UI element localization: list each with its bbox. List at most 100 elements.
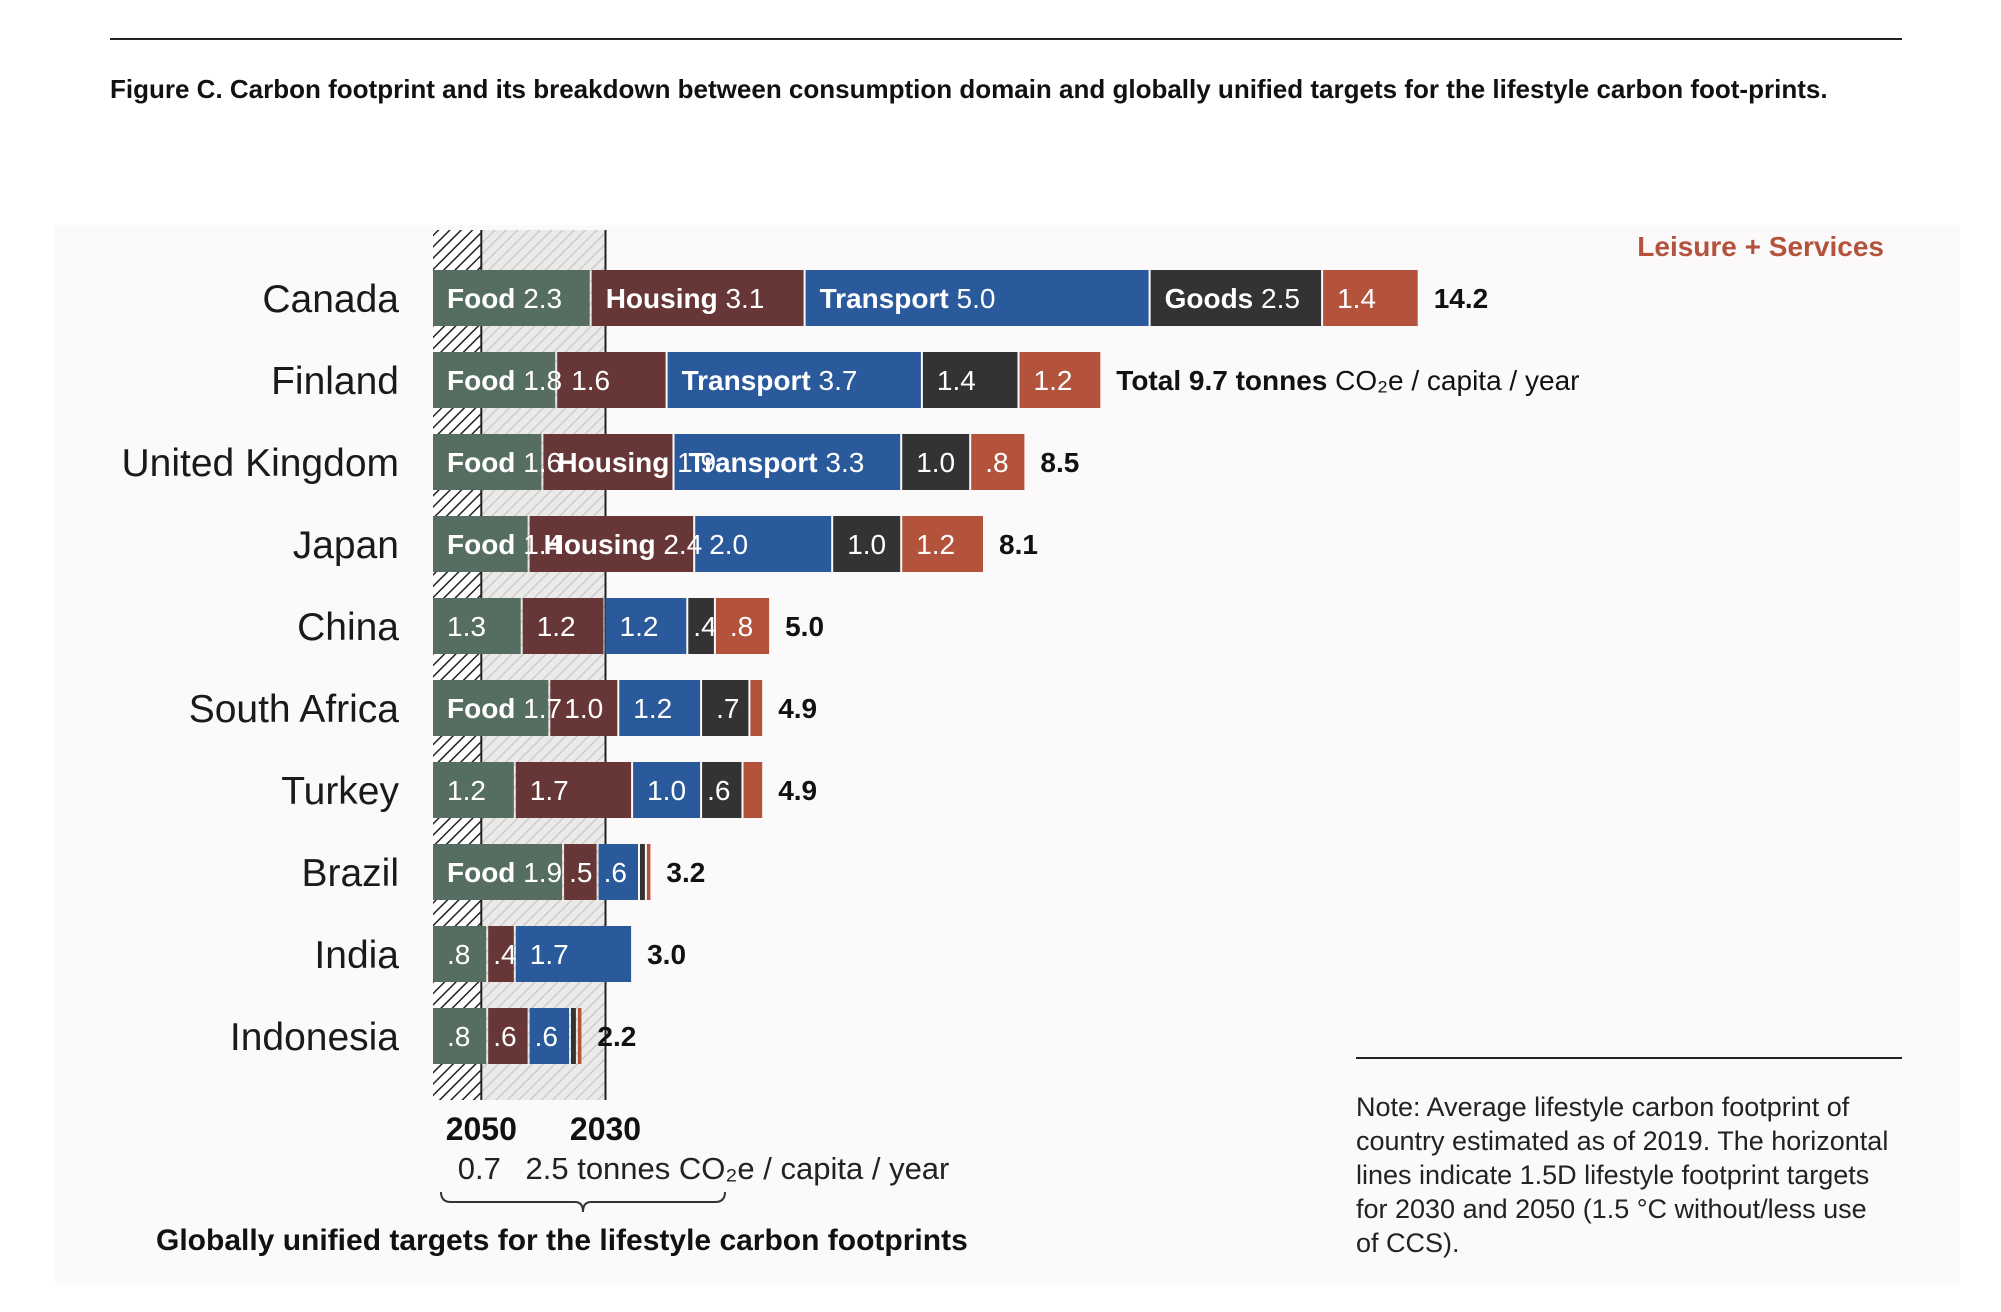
bar-value-label: Goods 2.5 <box>1165 283 1300 314</box>
bar-segment <box>633 762 701 818</box>
bar-value-label: .4 <box>493 939 516 970</box>
bar-value-label: .4 <box>693 611 716 642</box>
country-label: Finland <box>271 360 399 403</box>
total-label: Total 9.7 tonnes CO₂e / capita / year <box>1116 365 1579 396</box>
country-label: India <box>314 934 399 977</box>
bar-segment <box>433 516 528 572</box>
bar-segment <box>688 598 714 654</box>
targets-caption: Globally unified targets for the lifesty… <box>156 1224 968 1257</box>
bar-segment <box>743 762 763 818</box>
bar-segment <box>433 1008 487 1064</box>
bar-value-label: .5 <box>569 857 592 888</box>
bar-segment <box>571 1008 576 1064</box>
bar-segment <box>640 844 645 900</box>
bar-segment <box>488 926 514 982</box>
bar-value-label: 1.0 <box>847 529 886 560</box>
total-label: 8.5 <box>1040 447 1079 478</box>
bar-segment <box>433 352 556 408</box>
country-label: South Africa <box>189 688 400 731</box>
bar-segment <box>550 680 618 736</box>
note-rule <box>1356 1057 1902 1059</box>
bar-value-label: 1.0 <box>916 447 955 478</box>
total-label: 4.9 <box>778 775 817 806</box>
bar-segment <box>902 516 983 572</box>
bar-value-label: .8 <box>985 447 1008 478</box>
figure-note: Note: Average lifestyle carbon footprint… <box>1356 1092 1889 1258</box>
target-year-2030: 2030 <box>570 1111 641 1147</box>
bar-value-label: 1.2 <box>633 693 672 724</box>
bar-segment <box>702 680 749 736</box>
bar-segment <box>598 844 638 900</box>
legend-note-leisure-services: Leisure + Services <box>1637 231 1884 262</box>
bar-value-label: 1.2 <box>537 611 576 642</box>
bar-segment <box>902 434 970 490</box>
bar-value-label: Food 1.9 <box>447 857 562 888</box>
country-label: Canada <box>262 278 399 321</box>
total-label: 3.0 <box>647 939 686 970</box>
bar-segment <box>529 1008 569 1064</box>
country-label: China <box>297 606 399 649</box>
bar-value-label: Food 1.6 <box>447 447 562 478</box>
bar-segment <box>695 516 832 572</box>
bar-value-label: 1.2 <box>620 611 659 642</box>
bar-segment <box>522 598 604 654</box>
bar-value-label: 1.0 <box>564 693 603 724</box>
bar-value-label: .8 <box>447 1021 470 1052</box>
bar-segment <box>529 516 694 572</box>
bar-segment <box>922 352 1018 408</box>
bar-value-label: Food 1.7 <box>447 693 562 724</box>
total-label: 3.2 <box>666 857 705 888</box>
bar-segment <box>833 516 901 572</box>
bar-value-label: Housing 1.9 <box>557 447 716 478</box>
bar-value-label: .6 <box>604 857 627 888</box>
bar-segment <box>1150 270 1322 326</box>
bar-segment <box>591 270 804 326</box>
bar-value-label: 1.4 <box>937 365 976 396</box>
total-label: 4.9 <box>778 693 817 724</box>
bar-segment <box>750 680 763 736</box>
bar-value-label: 1.7 <box>530 939 569 970</box>
figure-title: Figure C. Carbon footprint and its break… <box>110 74 1828 104</box>
total-label: 2.2 <box>597 1021 636 1052</box>
country-label: Brazil <box>301 852 399 895</box>
bar-segment <box>1019 352 1101 408</box>
bar-value-label: Housing 2.4 <box>544 529 703 560</box>
bar-value-label: 1.6 <box>571 365 610 396</box>
country-label: Indonesia <box>230 1016 399 1059</box>
bar-segment <box>577 1008 582 1064</box>
bar-segment <box>1323 270 1418 326</box>
targets-bracket <box>440 1191 726 1213</box>
top-rule <box>110 38 1902 40</box>
bar-segment <box>619 680 701 736</box>
bar-value-label: Transport 3.7 <box>682 365 858 396</box>
bar-value-label: .6 <box>707 775 730 806</box>
bar-segment <box>605 598 687 654</box>
country-label: United Kingdom <box>122 442 400 485</box>
bar-segment <box>702 762 742 818</box>
bar-segment <box>433 434 542 490</box>
bar-segment <box>543 434 673 490</box>
bar-value-label: .6 <box>493 1021 516 1052</box>
bar-value-label: .6 <box>535 1021 558 1052</box>
bar-value-label: .8 <box>730 611 753 642</box>
bar-segment <box>715 598 770 654</box>
bar-value-label: 1.3 <box>447 611 486 642</box>
bar-segment <box>515 762 632 818</box>
total-label: 5.0 <box>785 611 824 642</box>
target-year-2050: 2050 <box>446 1111 517 1147</box>
bar-value-label: 1.2 <box>1034 365 1073 396</box>
bar-value-label: Transport 3.3 <box>689 447 865 478</box>
bar-value-label: .7 <box>716 693 739 724</box>
bar-segment <box>515 926 632 982</box>
bar-value-label: Food 1.8 <box>447 365 562 396</box>
bar-segment <box>674 434 901 490</box>
bar-value-label: Transport 5.0 <box>820 283 996 314</box>
bar-value-label: 1.2 <box>916 529 955 560</box>
bar-value-label: 1.0 <box>647 775 686 806</box>
bar-segment <box>805 270 1149 326</box>
country-label: Japan <box>293 524 399 567</box>
bar-value-label: .8 <box>447 939 470 970</box>
bar-segment <box>433 926 487 982</box>
bar-segment <box>564 844 597 900</box>
